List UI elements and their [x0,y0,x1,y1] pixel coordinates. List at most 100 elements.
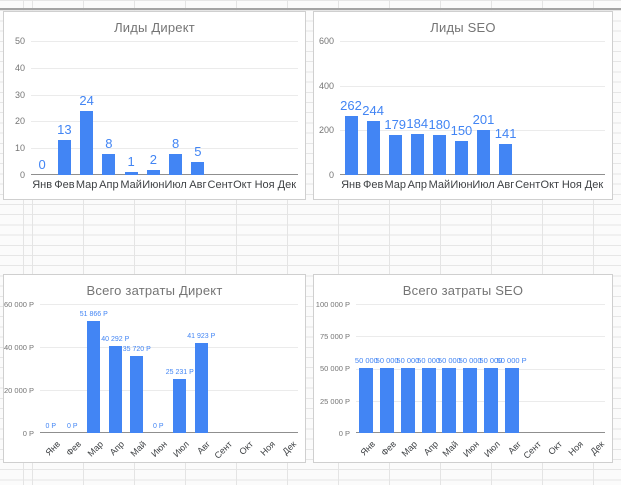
y-gridline [31,148,298,150]
x-tick-label: Фев [54,179,75,191]
bar[interactable] [146,170,160,175]
data-label: 8 [172,136,180,151]
bar[interactable] [483,368,498,433]
bar[interactable] [130,356,144,433]
bar[interactable] [191,162,205,175]
x-tick-label: Ноя [566,439,585,458]
y-gridline [340,85,605,87]
data-label: 0 Р [152,423,164,430]
bar[interactable] [400,368,415,433]
y-gridline [40,390,298,391]
chart-title: Всего затраты Директ [86,283,223,298]
bar[interactable] [442,368,457,433]
bar[interactable] [421,368,436,433]
x-tick-label: Май [128,439,148,459]
bar[interactable] [87,321,101,433]
chart-costs-direct[interactable]: Всего затраты Директ 0 Р 20 000 Р 40 000 Р… [3,274,306,463]
plot-area: 0 200 400 600 262 Янв 244 Фев 179 Мар 184 Апр 180 Май… [319,36,605,191]
data-label: 50 000 Р [496,356,527,365]
x-tick-label: Окт [233,179,252,191]
chart-title: Всего затраты SEO [402,283,524,298]
chart-costs-seo[interactable]: Всего затраты SEO 0 Р 25 000 Р 50 000 Р 75 … [313,274,613,463]
chart-leads-seo[interactable]: Лиды SEO 0 200 400 600 262 Янв 244 Фев 179 Мар 184… [313,11,613,200]
data-label: 0 Р [45,423,57,430]
bar[interactable] [463,368,478,433]
y-tick-label: 40 [14,62,25,73]
y-gridline [31,94,298,96]
x-tick-label: Июл [481,439,502,459]
x-tick-label: Сент [515,179,541,191]
x-tick-label: Сент [212,439,234,461]
x-tick-label: Авг [505,439,523,457]
y-tick-label: 50 [14,36,25,47]
x-tick-label: Янв [358,439,378,458]
x-tick-label: Фев [379,439,399,458]
x-tick-label: Июл [170,439,191,459]
y-tick-label: 50 000 Р [319,364,350,374]
x-tick-label: Окт [540,179,560,191]
y-tick-label: 40 000 Р [4,342,35,352]
data-label: 244 [362,103,384,118]
y-tick-label: 600 [318,36,334,47]
bar[interactable] [499,144,513,175]
chart-leads-direct[interactable]: Лиды Директ 0 10 20 30 40 50 0 Янв 13 Фев 24 Мар 8 Ап… [3,11,306,200]
y-gridline [340,130,605,132]
x-tick-label: Июн [450,179,473,191]
x-axis-line [31,174,298,175]
x-tick-label: Ноя [258,439,277,458]
x-tick-label: Янв [341,179,361,191]
x-tick-label: Май [120,179,142,191]
bar[interactable] [108,346,122,433]
data-label: 50 000 [354,356,378,365]
data-label: 13 [57,122,72,137]
y-gridline [340,41,605,42]
plot-area: 0 10 20 30 40 50 0 Янв 13 Фев 24 Мар 8 Апр 1 Май 2 Июн 8 Ию… [15,36,298,191]
bar[interactable] [173,379,187,433]
data-label: 8 [105,136,113,151]
bar[interactable] [504,368,519,433]
plot-area: 0 Р 20 000 Р 40 000 Р 60 000 Р 0 Р Янв 0 Р Фев 5… [4,300,298,461]
y-tick-label: 0 Р [338,428,350,438]
data-label: 141 [494,126,517,141]
data-label: 50 000 [437,356,461,365]
bar[interactable] [80,111,94,175]
bar[interactable] [380,368,395,433]
x-tick-label: Окт [237,439,256,457]
y-tick-label: 0 [19,170,25,181]
data-label: 0 Р [66,423,78,430]
bar[interactable] [344,116,358,175]
chart-title: Лиды SEO [430,20,496,35]
x-tick-label: Дек [584,179,604,191]
bar[interactable] [366,121,380,175]
y-tick-label: 75 000 Р [319,332,350,342]
x-tick-label: Апр [421,439,440,458]
x-tick-label: Мар [85,439,105,459]
bar[interactable] [57,140,71,175]
x-axis-line [40,432,298,433]
data-label: 51 866 Р [79,311,108,318]
y-gridline [356,304,605,305]
bar[interactable] [454,141,468,175]
bar[interactable] [194,343,208,433]
bar[interactable] [388,135,402,175]
x-tick-label: Мар [399,439,419,459]
y-gridline [356,368,605,370]
bar[interactable] [359,368,374,433]
bar[interactable] [124,172,138,175]
data-label: 50 000 [479,356,503,365]
data-label: 184 [406,116,429,131]
bar[interactable] [102,154,116,175]
bar[interactable] [169,154,183,175]
x-tick-label: Апр [407,179,427,191]
data-label: 2 [149,152,157,167]
x-tick-label: Янв [43,439,62,458]
y-tick-label: 25 000 Р [319,396,350,406]
bar[interactable] [477,130,491,175]
y-tick-label: 0 Р [22,428,34,438]
bar[interactable] [410,134,424,175]
bar[interactable] [432,135,446,175]
y-tick-label: 400 [318,80,334,91]
x-tick-label: Июн [149,439,170,459]
data-label: 40 292 Р [101,336,130,343]
